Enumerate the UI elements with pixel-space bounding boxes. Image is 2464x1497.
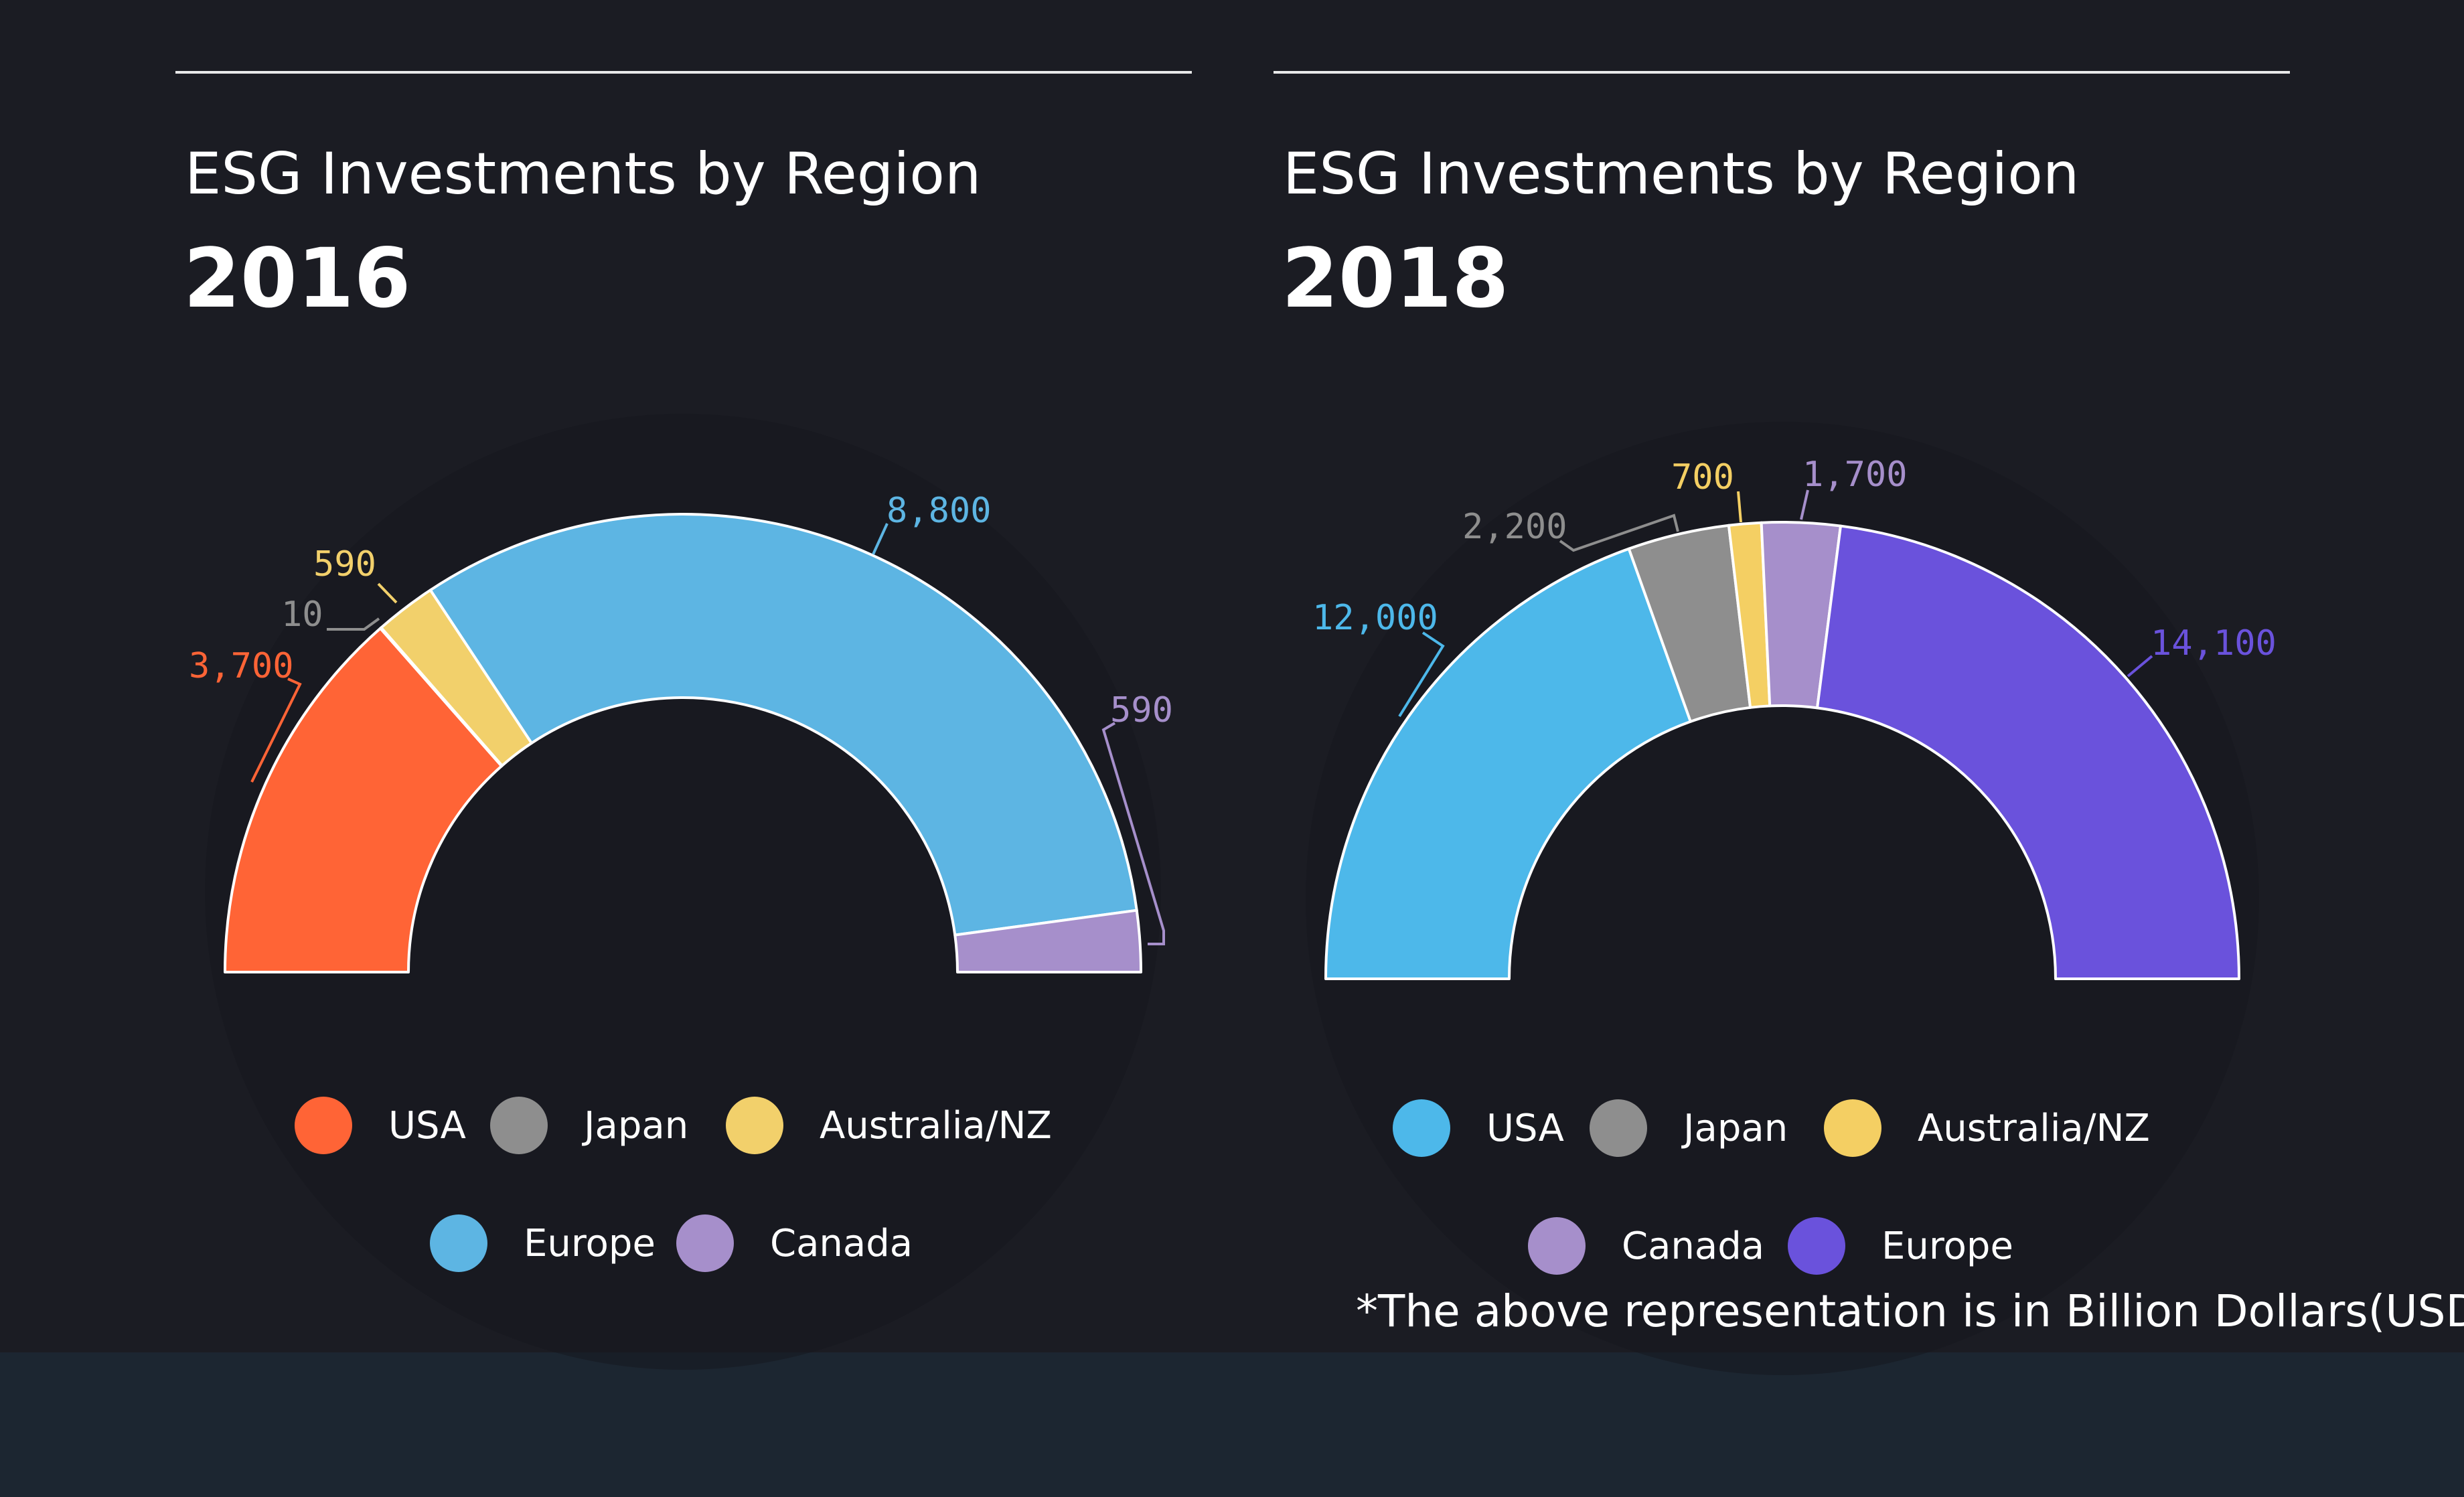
legend-swatch-japan [490, 1097, 548, 1154]
footnote: *The above representation is in Billion … [1356, 1285, 2464, 1337]
legend-label: USA [1486, 1106, 1564, 1150]
slice-2018-europe [1816, 524, 2240, 980]
slice-2016-canada [953, 909, 1142, 973]
slice-2018-usa [1324, 547, 1692, 980]
leader-line-europe [872, 523, 889, 555]
legend-item-2016-europe: Europe [430, 1213, 656, 1273]
data-label-europe: 8,800 [887, 491, 992, 531]
legend-label: Japan [1683, 1106, 1788, 1150]
leader-line-australia-nz [1737, 491, 1742, 523]
slice-2016-europe [429, 513, 1138, 937]
leader-line-canada [1101, 722, 1165, 945]
data-label-canada: 1,700 [1802, 455, 1908, 495]
legend-item-2018-japan: Japan [1590, 1098, 1788, 1158]
legend-item-2018-europe: Europe [1788, 1216, 2013, 1276]
chart-2016-title: ESG Investments by Region [185, 141, 982, 208]
chart-2018-title: ESG Investments by Region [1283, 141, 2080, 208]
legend-swatch-europe [1788, 1217, 1845, 1275]
data-label-japan: 10 [281, 595, 323, 635]
data-label-europe: 14,100 [2151, 623, 2277, 663]
legend-item-2018-australia-nz: Australia/NZ [1824, 1098, 2150, 1158]
legend-label: Europe [524, 1221, 656, 1265]
legend-item-2018-canada: Canada [1528, 1216, 1764, 1276]
legend-swatch-usa [1393, 1099, 1450, 1157]
legend-label: Europe [1881, 1224, 2013, 1268]
chart-2018-year: 2018 [1282, 231, 1509, 326]
legend-label: Australia/NZ [1918, 1106, 2150, 1150]
legend-item-2016-usa: USA [295, 1095, 466, 1156]
leader-line-usa [250, 678, 302, 783]
legend-swatch-australia-nz [726, 1097, 783, 1154]
chart-2018-top-rule [1274, 71, 2290, 74]
data-label-australia-nz: 590 [313, 544, 376, 584]
legend-swatch-usa [295, 1097, 352, 1154]
footer-band [0, 1352, 2464, 1497]
legend-label: Australia/NZ [820, 1103, 1052, 1148]
leader-line-usa [1398, 631, 1445, 718]
slice-2016-usa [224, 627, 504, 973]
data-label-usa: 3,700 [189, 646, 294, 686]
chart-2016-year: 2016 [183, 231, 411, 326]
leader-line-canada [1800, 489, 1809, 520]
leader-line-australia-nz [377, 582, 398, 604]
data-label-canada: 590 [1110, 690, 1173, 730]
legend-swatch-europe [430, 1214, 487, 1272]
data-label-usa: 12,000 [1312, 598, 1438, 638]
data-label-australia-nz: 700 [1671, 457, 1734, 497]
chart-2016-top-rule [175, 71, 1192, 74]
data-label-japan: 2,200 [1462, 507, 1567, 547]
leader-line-japan [1559, 514, 1679, 552]
leader-line-europe [2127, 655, 2153, 678]
legend-swatch-japan [1590, 1099, 1647, 1157]
legend-item-2016-japan: Japan [490, 1095, 688, 1156]
legend-label: Canada [1622, 1224, 1765, 1268]
legend-item-2016-canada: Canada [676, 1213, 913, 1273]
legend-label: USA [388, 1103, 466, 1148]
legend-item-2018-usa: USA [1393, 1098, 1564, 1158]
legend-swatch-canada [1528, 1217, 1586, 1275]
legend-label: Canada [770, 1221, 913, 1265]
leader-line-japan [327, 617, 380, 631]
legend-swatch-canada [676, 1214, 734, 1272]
legend-item-2016-australia-nz: Australia/NZ [726, 1095, 1052, 1156]
legend-label: Japan [584, 1103, 689, 1148]
legend-swatch-australia-nz [1824, 1099, 1881, 1157]
